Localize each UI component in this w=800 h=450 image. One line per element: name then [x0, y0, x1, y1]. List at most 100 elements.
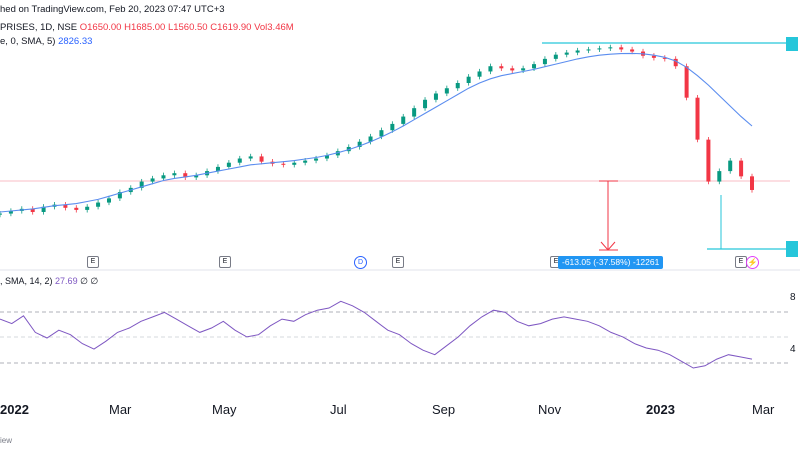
close-value: C1619.90	[210, 22, 252, 33]
x-label-2023: 2023	[646, 402, 675, 417]
footer-text: iew	[0, 436, 13, 445]
rsi-label: , SMA, 14, 2)	[0, 276, 53, 286]
candle-body	[390, 123, 395, 131]
earnings-badge-1[interactable]: E	[87, 256, 99, 268]
candle-body	[706, 139, 711, 182]
dividend-badge[interactable]: D	[354, 256, 367, 269]
x-label-jul: Jul	[330, 402, 347, 417]
candle-body	[521, 68, 526, 71]
earnings-badge-3[interactable]: E	[392, 256, 404, 268]
x-label-may: May	[212, 402, 237, 417]
candle-body	[542, 58, 547, 65]
candle-body	[106, 198, 111, 203]
candle-body	[739, 160, 744, 177]
rsi-tick-lower: 4	[790, 344, 796, 355]
candle-body	[226, 162, 231, 167]
candle-body	[41, 206, 46, 212]
open-value: O1650.00	[79, 22, 122, 33]
rsi-header: , SMA, 14, 2) 27.69 ∅ ∅	[0, 276, 98, 287]
candle-body	[85, 206, 90, 210]
candle-body	[63, 204, 68, 208]
candle-body	[477, 71, 482, 77]
low-value: L1560.50	[167, 22, 208, 33]
candle-body	[96, 202, 101, 207]
candle-body	[433, 93, 438, 100]
volume-value: Vol3.46M	[254, 22, 294, 33]
candle-body	[281, 163, 286, 165]
candle-body	[651, 55, 656, 58]
rsi-tick-upper: 8	[790, 292, 796, 303]
candle-body	[608, 47, 613, 49]
candle-body	[30, 208, 35, 212]
candle-body	[684, 66, 689, 98]
candle-body	[172, 173, 177, 176]
candle-body	[488, 66, 493, 72]
candle-body	[728, 160, 733, 172]
candle-body	[510, 68, 515, 71]
candle-body	[117, 192, 122, 199]
candle-body	[553, 54, 558, 59]
published-line: hed on TradingView.com, Feb 20, 2023 07:…	[0, 4, 225, 15]
candle-body	[575, 50, 580, 53]
symbol-label: PRISES, 1D, NSE	[0, 22, 78, 33]
candle-body	[357, 141, 362, 147]
x-label-mar: Mar	[109, 402, 132, 417]
support-marker	[786, 241, 798, 257]
candle-body	[455, 83, 460, 89]
candle-body	[717, 171, 722, 182]
published-text: hed on TradingView.com, Feb 20, 2023 07:…	[0, 4, 225, 15]
candle-body	[259, 156, 264, 162]
sma-value: 2826.33	[58, 36, 93, 47]
sma-line: e, 0, SMA, 5) 2826.33	[0, 36, 92, 47]
candle-body	[248, 156, 253, 159]
candle-body	[597, 48, 602, 50]
sma-label: e, 0, SMA, 5)	[0, 36, 56, 47]
candle-body	[379, 130, 384, 137]
candle-body	[368, 136, 373, 142]
candle-body	[662, 57, 667, 59]
candle-body	[194, 175, 199, 178]
candle-body	[695, 97, 700, 140]
candle-body	[215, 166, 220, 172]
measure-label: -613.05 (-37.58%) -12261	[558, 256, 664, 269]
candle-body	[237, 158, 242, 163]
candle-body	[161, 175, 166, 179]
candle-body	[150, 178, 155, 182]
candle-body	[303, 160, 308, 163]
bolt-icon[interactable]: ⚡	[746, 256, 759, 269]
candle-body	[499, 66, 504, 69]
candle-body	[532, 64, 537, 69]
sma-line-path	[0, 52, 753, 213]
x-label-nov: Nov	[538, 402, 562, 417]
earnings-badge-2[interactable]: E	[219, 256, 231, 268]
candle-body	[314, 158, 319, 161]
candle-body	[183, 173, 188, 178]
candle-body	[619, 47, 624, 50]
candle-body	[444, 88, 449, 94]
candle-body	[412, 108, 417, 117]
candle-body	[564, 52, 569, 55]
candle-body	[586, 49, 591, 51]
candle-body	[8, 210, 13, 214]
rsi-line-path	[0, 300, 753, 369]
candle-body	[401, 116, 406, 124]
x-label-2022: 2022	[0, 402, 29, 417]
candles-group	[0, 44, 754, 218]
rsi-value: 27.69	[55, 276, 78, 286]
candle-body	[630, 49, 635, 52]
candle-body	[673, 58, 678, 67]
high-value: H1685.00	[124, 22, 166, 33]
rsi-extra: ∅ ∅	[80, 276, 99, 286]
ohlc-line: PRISES, 1D, NSE O1650.00 H1685.00 L1560.…	[0, 22, 294, 33]
resistance-marker	[786, 37, 798, 51]
candle-body	[0, 213, 2, 215]
candle-body	[324, 155, 329, 159]
candle-body	[292, 162, 297, 165]
candle-body	[139, 181, 144, 188]
candle-body	[423, 99, 428, 109]
candle-body	[466, 76, 471, 83]
x-label-sep: Sep	[432, 402, 456, 417]
x-label-mar-2023: Mar	[752, 402, 775, 417]
candle-body	[74, 207, 79, 210]
